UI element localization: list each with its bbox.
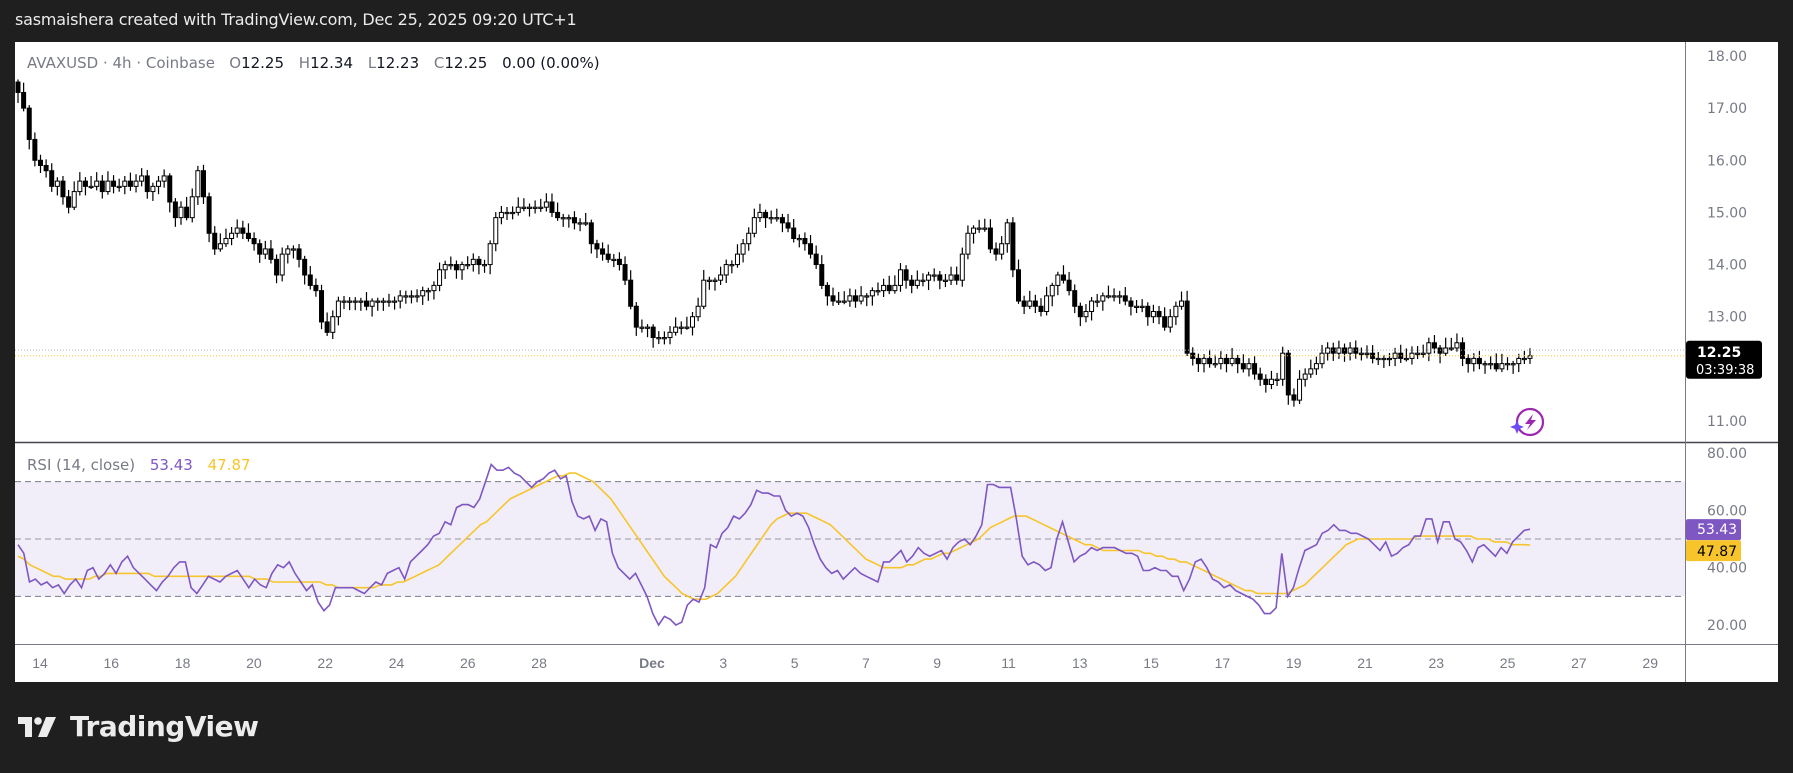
open-label: O <box>229 54 242 72</box>
chart-caption: sasmaishera created with TradingView.com… <box>15 10 577 29</box>
time-tick: 5 <box>791 655 799 671</box>
time-tick: 22 <box>317 655 333 671</box>
open-value: 12.25 <box>241 54 285 72</box>
chart-canvas[interactable]: 18.00 17.00 16.00 15.00 14.00 13.00 11.00 12.25… <box>15 42 1778 682</box>
high-label: H <box>298 54 311 72</box>
close-value: 12.25 <box>444 54 488 72</box>
symbol-info[interactable]: AVAXUSD · 4h · Coinbase <box>27 54 215 72</box>
rsi-label[interactable]: RSI (14, close) <box>27 456 136 474</box>
rsi-value: 53.43 <box>149 456 193 474</box>
time-tick: 20 <box>246 655 262 671</box>
price-tick: 13.00 <box>1707 310 1747 326</box>
svg-text:12.25: 12.25 <box>1697 345 1741 361</box>
rsi-tick: 80.00 <box>1707 446 1747 462</box>
time-tick: 7 <box>862 655 870 671</box>
low-label: L <box>367 54 377 72</box>
time-tick: 24 <box>389 655 405 671</box>
price-tick: 11.00 <box>1707 414 1747 430</box>
rsi-tick: 60.00 <box>1707 503 1747 519</box>
time-tick: 23 <box>1429 655 1445 671</box>
rsi-ma-badge: 47.87 <box>1686 540 1741 562</box>
tradingview-logo-icon <box>18 716 56 737</box>
rsi-tick: 40.00 <box>1707 561 1747 577</box>
time-tick: 17 <box>1215 655 1231 671</box>
change-value: 0.00 (0.00%) <box>502 54 600 72</box>
time-tick: Dec <box>639 655 665 671</box>
price-tick: 17.00 <box>1707 101 1747 117</box>
time-tick: 13 <box>1072 655 1088 671</box>
rsi-value-badge: 53.43 <box>1686 519 1741 541</box>
svg-text:03:39:38: 03:39:38 <box>1696 363 1754 378</box>
time-tick: 26 <box>460 655 476 671</box>
time-tick: 21 <box>1357 655 1373 671</box>
last-price-badge: 12.25 03:39:38 <box>1686 340 1762 379</box>
time-tick: 15 <box>1143 655 1159 671</box>
time-tick: 27 <box>1571 655 1587 671</box>
symbol-legend: AVAXUSD · 4h · Coinbase O12.25 H12.34 L1… <box>27 54 610 72</box>
svg-text:53.43: 53.43 <box>1697 522 1737 538</box>
time-tick: 9 <box>933 655 941 671</box>
high-value: 12.34 <box>310 54 354 72</box>
time-tick: 28 <box>531 655 547 671</box>
low-value: 12.23 <box>376 54 420 72</box>
time-tick: 3 <box>719 655 727 671</box>
time-axis[interactable]: 14 16 18 20 22 24 26 28 Dec 3 5 7 9 11 13 15 17 19 21 23 25 2… <box>32 655 1658 671</box>
candlestick-series[interactable] <box>15 79 1533 407</box>
time-tick: 29 <box>1642 655 1658 671</box>
price-tick: 14.00 <box>1707 258 1747 274</box>
rsi-tick: 20.00 <box>1707 618 1747 634</box>
price-tick: 18.00 <box>1707 49 1747 65</box>
close-label: C <box>433 54 445 72</box>
time-tick: 25 <box>1500 655 1516 671</box>
rsi-legend: RSI (14, close) 53.43 47.87 <box>27 456 251 474</box>
time-tick: 16 <box>104 655 120 671</box>
chart-panel[interactable]: 18.00 17.00 16.00 15.00 14.00 13.00 11.00 12.25… <box>15 42 1778 682</box>
rsi-ma-value: 47.87 <box>207 456 251 474</box>
price-tick: 16.00 <box>1707 153 1747 169</box>
time-tick: 11 <box>1001 655 1016 671</box>
tradingview-logo-text: TradingView <box>70 710 259 743</box>
time-tick: 14 <box>32 655 48 671</box>
tradingview-logo: TradingView <box>18 710 259 743</box>
svg-text:47.87: 47.87 <box>1697 544 1737 560</box>
rsi-line <box>17 463 1531 627</box>
time-tick: 18 <box>175 655 191 671</box>
lightning-assistant-icon[interactable] <box>1510 407 1545 437</box>
time-tick: 19 <box>1286 655 1302 671</box>
price-tick: 15.00 <box>1707 205 1747 221</box>
